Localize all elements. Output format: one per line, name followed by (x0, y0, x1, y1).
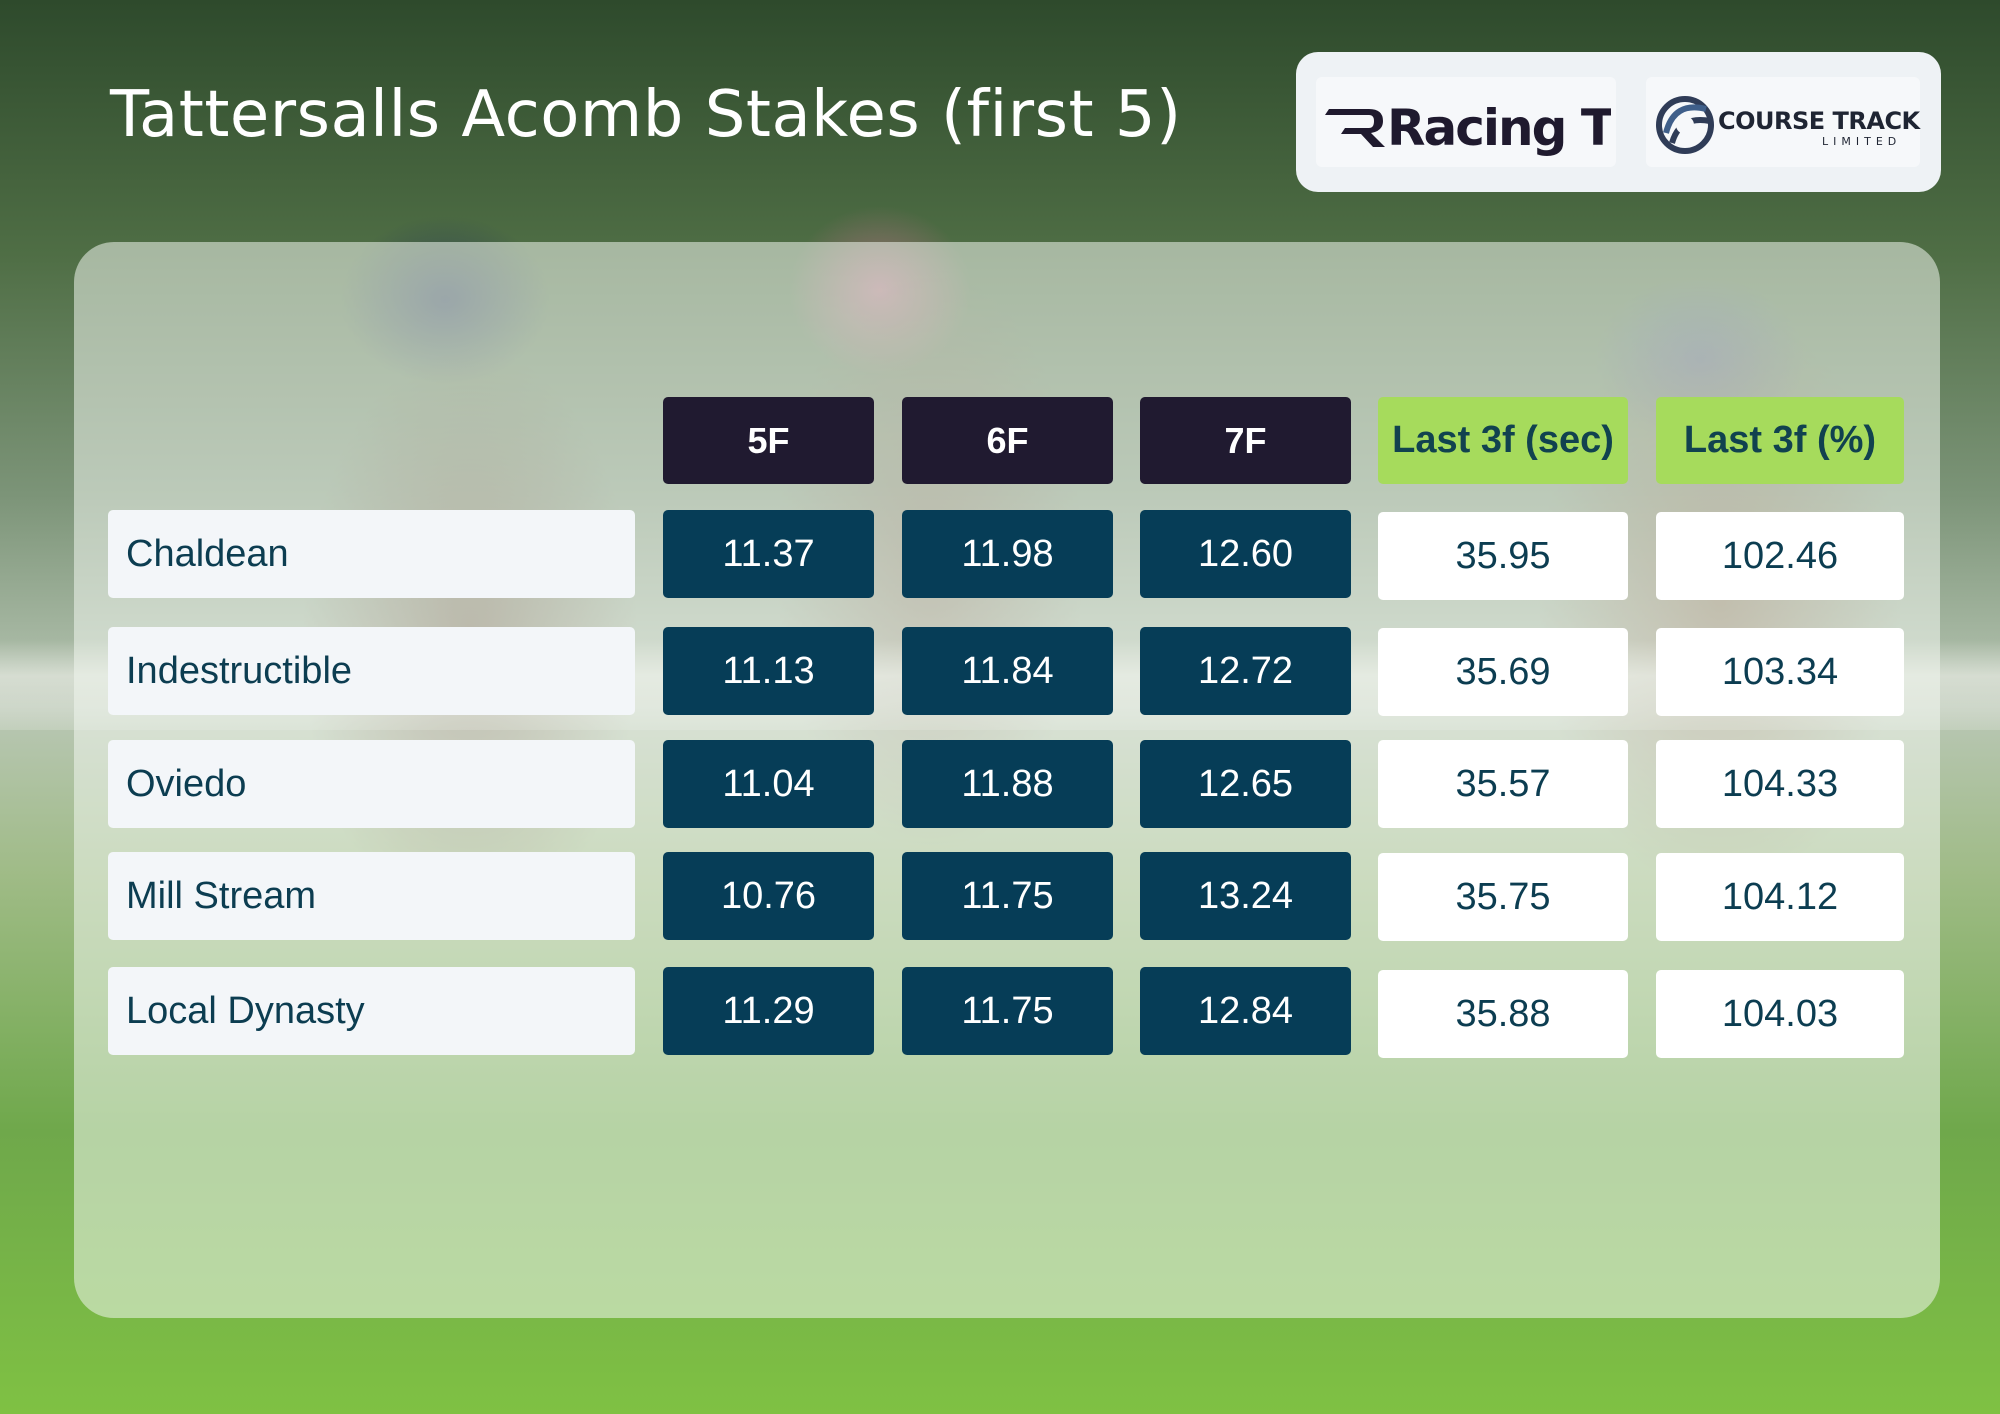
course-track-subtext: LIMITED (1822, 135, 1902, 148)
split-5f: 10.76 (663, 852, 874, 940)
horse-name: Local Dynasty (108, 967, 635, 1055)
split-7f: 12.72 (1140, 627, 1351, 715)
split-6f: 11.75 (902, 852, 1113, 940)
last3-pct: 104.33 (1656, 740, 1904, 828)
last3-pct: 103.34 (1656, 628, 1904, 716)
last3-pct: 102.46 (1656, 512, 1904, 600)
last3-sec: 35.69 (1378, 628, 1628, 716)
page-title: Tattersalls Acomb Stakes (first 5) (110, 78, 1182, 152)
racing-tv-logo-text: Racing TV (1387, 99, 1611, 157)
column-header-7f: 7F (1140, 397, 1351, 484)
last3-sec: 35.75 (1378, 853, 1628, 941)
split-5f: 11.13 (663, 627, 874, 715)
split-6f: 11.98 (902, 510, 1113, 598)
logo-bar: Racing TV COURSE TRACK LIMITED (1296, 52, 1941, 192)
last3-sec: 35.95 (1378, 512, 1628, 600)
racing-tv-logo: Racing TV (1316, 77, 1616, 167)
horse-name: Chaldean (108, 510, 635, 598)
split-7f: 12.60 (1140, 510, 1351, 598)
split-7f: 12.84 (1140, 967, 1351, 1055)
column-header-6f: 6F (902, 397, 1113, 484)
split-6f: 11.84 (902, 627, 1113, 715)
split-5f: 11.04 (663, 740, 874, 828)
column-header-last3-pct: Last 3f (%) (1656, 397, 1904, 484)
split-7f: 13.24 (1140, 852, 1351, 940)
last3-pct: 104.12 (1656, 853, 1904, 941)
horse-name: Indestructible (108, 627, 635, 715)
split-5f: 11.37 (663, 510, 874, 598)
last3-sec: 35.57 (1378, 740, 1628, 828)
horse-name: Mill Stream (108, 852, 635, 940)
last3-pct: 104.03 (1656, 970, 1904, 1058)
split-5f: 11.29 (663, 967, 874, 1055)
split-6f: 11.75 (902, 967, 1113, 1055)
course-track-text: COURSE TRACK (1718, 107, 1920, 135)
horse-name: Oviedo (108, 740, 635, 828)
column-header-last3-sec: Last 3f (sec) (1378, 397, 1628, 484)
split-6f: 11.88 (902, 740, 1113, 828)
course-track-logo: COURSE TRACK LIMITED (1646, 77, 1920, 167)
split-7f: 12.65 (1140, 740, 1351, 828)
course-track-icon (1656, 96, 1714, 154)
column-header-5f: 5F (663, 397, 874, 484)
last3-sec: 35.88 (1378, 970, 1628, 1058)
racing-tv-logo-mark: Racing TV (1325, 99, 1611, 157)
